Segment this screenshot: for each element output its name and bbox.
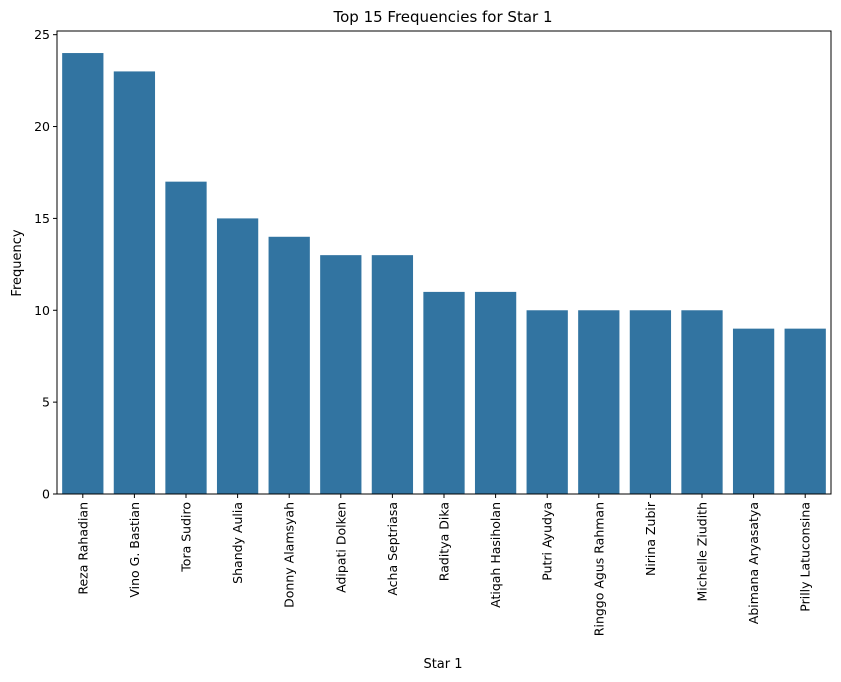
bar (320, 255, 362, 494)
bar (62, 53, 104, 495)
x-tick-label: Donny Alamsyah (282, 502, 297, 608)
bar (113, 71, 156, 495)
bar (474, 291, 517, 494)
y-tick-label: 0 (42, 487, 50, 502)
bar (165, 181, 207, 494)
bar (371, 255, 414, 494)
x-tick-label: Shandy Aulia (230, 502, 245, 584)
x-axis-label: Star 1 (423, 657, 462, 672)
bar (423, 291, 465, 494)
x-tick-label: Ringgo Agus Rahman (591, 502, 606, 636)
bar (629, 310, 672, 494)
y-tick-label: 25 (34, 27, 50, 42)
bars-group (62, 53, 826, 495)
x-tick-label: Nirina Zubir (643, 501, 658, 576)
bar (578, 310, 620, 494)
x-tick-label: Vino G. Bastian (127, 502, 142, 598)
bar (268, 236, 310, 494)
y-tick-label: 5 (42, 395, 50, 410)
plot-frame (56, 30, 832, 495)
y-tick-label: 10 (34, 303, 50, 318)
y-tick-label: 15 (34, 211, 50, 226)
bar (526, 310, 568, 494)
x-tick-label: Putri Ayudya (540, 502, 555, 581)
x-tick-label: Atiqah Hasiholan (488, 502, 503, 608)
x-tick-label: Reza Rahadian (75, 502, 90, 595)
x-tick-label: Adipati Dolken (333, 502, 348, 593)
y-axis: 0 5 10 15 20 25 (34, 27, 57, 502)
y-axis-label: Frequency (10, 229, 25, 296)
x-tick-label: Abimana Aryasatya (746, 502, 761, 624)
x-tick-label: Raditya Dika (437, 502, 452, 581)
x-tick-label: Prilly Latuconsina (798, 502, 813, 612)
bar (784, 328, 826, 494)
bar (732, 328, 775, 494)
x-tick-label: Michelle Ziudith (695, 502, 710, 602)
x-tick-label: Acha Septriasa (385, 502, 400, 596)
chart-title: Top 15 Frequencies for Star 1 (333, 8, 553, 26)
bar (681, 310, 723, 494)
bar (216, 218, 259, 494)
x-axis: Reza Rahadian Vino G. Bastian Tora Sudiro S… (75, 494, 813, 636)
x-tick-label: Tora Sudiro (179, 502, 194, 573)
y-tick-label: 20 (34, 119, 50, 134)
